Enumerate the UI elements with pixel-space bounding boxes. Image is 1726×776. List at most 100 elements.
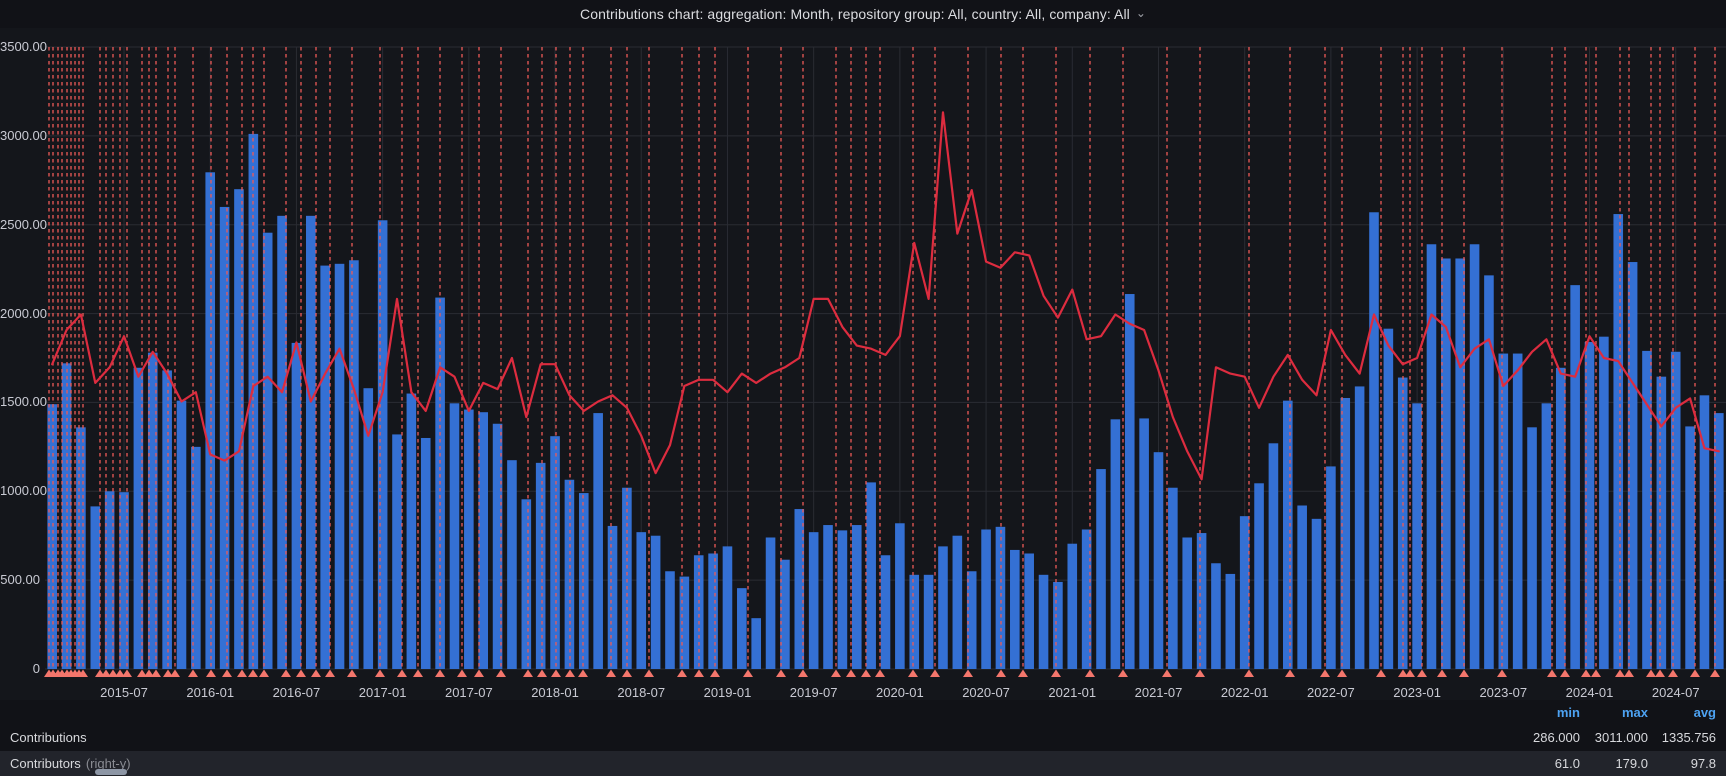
contributions-bar[interactable] bbox=[1714, 413, 1724, 669]
annotation-marker-icon[interactable] bbox=[776, 669, 786, 678]
annotation-marker-icon[interactable] bbox=[644, 669, 654, 678]
contributions-bar[interactable] bbox=[1196, 533, 1207, 669]
contributions-bar[interactable] bbox=[349, 260, 359, 669]
annotation-marker-icon[interactable] bbox=[1162, 669, 1172, 678]
contributions-bar[interactable] bbox=[420, 437, 431, 669]
annotation-marker-icon[interactable] bbox=[908, 669, 918, 678]
contributions-bar[interactable] bbox=[1426, 244, 1437, 669]
contributions-bar[interactable] bbox=[1254, 483, 1264, 669]
contributions-bar[interactable] bbox=[76, 427, 86, 669]
contributions-bar[interactable] bbox=[966, 571, 977, 669]
annotation-marker-icon[interactable] bbox=[1051, 669, 1061, 678]
annotation-marker-icon[interactable] bbox=[846, 669, 856, 678]
annotation-marker-icon[interactable] bbox=[296, 669, 306, 678]
contributions-bar[interactable] bbox=[866, 482, 876, 669]
annotation-marker-icon[interactable] bbox=[137, 669, 147, 678]
contributions-bar[interactable] bbox=[1326, 466, 1336, 669]
contributions-bar[interactable] bbox=[191, 446, 201, 669]
annotation-marker-icon[interactable] bbox=[1497, 669, 1507, 678]
contributions-bar[interactable] bbox=[1642, 350, 1652, 669]
annotation-marker-icon[interactable] bbox=[694, 669, 704, 678]
contributions-bar[interactable] bbox=[708, 553, 718, 669]
annotation-marker-icon[interactable] bbox=[551, 669, 561, 678]
contributions-bar[interactable] bbox=[1685, 426, 1695, 669]
legend-header-min[interactable]: min bbox=[1556, 705, 1580, 720]
contributions-bar[interactable] bbox=[1527, 427, 1537, 669]
contributions-bar[interactable] bbox=[851, 525, 862, 669]
contributions-bar[interactable] bbox=[1599, 336, 1609, 669]
contributions-bar[interactable] bbox=[1096, 469, 1106, 669]
annotation-marker-icon[interactable] bbox=[325, 669, 335, 678]
annotation-marker-icon[interactable] bbox=[259, 669, 269, 678]
contributions-bar[interactable] bbox=[104, 491, 115, 669]
contributions-bar[interactable] bbox=[1455, 258, 1466, 669]
annotation-marker-icon[interactable] bbox=[710, 669, 720, 678]
contributions-bar[interactable] bbox=[650, 535, 661, 669]
contributions-bar[interactable] bbox=[1383, 328, 1394, 669]
annotation-marker-icon[interactable] bbox=[474, 669, 484, 678]
contributions-bar[interactable] bbox=[765, 537, 776, 669]
annotation-marker-icon[interactable] bbox=[1646, 669, 1656, 678]
annotation-marker-icon[interactable] bbox=[206, 669, 216, 678]
contributions-bar[interactable] bbox=[1469, 244, 1480, 669]
contributions-bar[interactable] bbox=[507, 460, 517, 669]
contributions-bar[interactable] bbox=[1010, 549, 1020, 669]
annotation-marker-icon[interactable] bbox=[144, 669, 154, 678]
annotation-marker-icon[interactable] bbox=[347, 669, 357, 678]
contributions-bar[interactable] bbox=[1670, 351, 1681, 669]
annotation-marker-icon[interactable] bbox=[1581, 669, 1591, 678]
contributions-bar[interactable] bbox=[722, 546, 733, 669]
contributions-bar[interactable] bbox=[521, 499, 532, 669]
annotation-marker-icon[interactable] bbox=[1085, 669, 1095, 678]
contributions-bar[interactable] bbox=[90, 506, 101, 669]
contributions-bar[interactable] bbox=[1168, 487, 1178, 669]
contributions-bar[interactable] bbox=[1541, 403, 1552, 669]
annotation-marker-icon[interactable] bbox=[237, 669, 247, 678]
contributions-bar[interactable] bbox=[909, 574, 920, 669]
contributions-bar[interactable] bbox=[1656, 376, 1667, 669]
contributions-bar[interactable] bbox=[1282, 400, 1293, 669]
annotation-marker-icon[interactable] bbox=[537, 669, 547, 678]
contributions-bar[interactable] bbox=[923, 574, 934, 669]
contributions-bar[interactable] bbox=[693, 555, 704, 669]
contributions-bar[interactable] bbox=[1311, 518, 1322, 669]
annotation-marker-icon[interactable] bbox=[163, 669, 173, 678]
contributions-bar[interactable] bbox=[147, 352, 158, 669]
contributions-bar[interactable] bbox=[535, 462, 546, 669]
annotation-marker-icon[interactable] bbox=[963, 669, 973, 678]
contributions-bar[interactable] bbox=[464, 409, 474, 669]
contributions-bar[interactable] bbox=[622, 487, 632, 669]
annotation-marker-icon[interactable] bbox=[188, 669, 198, 678]
contributions-bar[interactable] bbox=[119, 492, 129, 669]
annotation-marker-icon[interactable] bbox=[578, 669, 588, 678]
annotation-marker-icon[interactable] bbox=[115, 669, 125, 678]
contributions-bar[interactable] bbox=[1412, 403, 1422, 669]
contributions-bar[interactable] bbox=[1340, 397, 1351, 669]
annotation-marker-icon[interactable] bbox=[1244, 669, 1254, 678]
contributions-bar[interactable] bbox=[880, 555, 891, 669]
annotation-marker-icon[interactable] bbox=[1417, 669, 1427, 678]
annotation-marker-icon[interactable] bbox=[311, 669, 321, 678]
annotation-marker-icon[interactable] bbox=[1018, 669, 1028, 678]
contributions-bar[interactable] bbox=[636, 532, 647, 669]
contributions-bar[interactable] bbox=[1053, 581, 1063, 669]
legend-row-contributions[interactable]: Contributions 286.000 3011.000 1335.756 bbox=[0, 725, 1726, 750]
annotation-marker-icon[interactable] bbox=[875, 669, 885, 678]
contributions-bar[interactable] bbox=[176, 400, 187, 669]
contributions-bar[interactable] bbox=[1182, 537, 1193, 669]
contributions-bar[interactable] bbox=[334, 263, 345, 669]
annotation-marker-icon[interactable] bbox=[1710, 669, 1720, 678]
contributions-bar[interactable] bbox=[780, 559, 790, 669]
contributions-bar[interactable] bbox=[392, 434, 402, 669]
annotation-marker-icon[interactable] bbox=[798, 669, 808, 678]
contributions-bar[interactable] bbox=[1699, 395, 1710, 669]
legend-header-max[interactable]: max bbox=[1621, 705, 1648, 720]
contributions-bar[interactable] bbox=[363, 388, 374, 669]
annotation-marker-icon[interactable] bbox=[1560, 669, 1570, 678]
contributions-bar[interactable] bbox=[895, 523, 905, 669]
contributions-bar[interactable] bbox=[578, 493, 589, 669]
annotation-marker-icon[interactable] bbox=[606, 669, 616, 678]
contributions-bar[interactable] bbox=[133, 367, 144, 669]
contributions-bar[interactable] bbox=[1067, 543, 1078, 669]
contributions-bar[interactable] bbox=[1512, 353, 1523, 669]
